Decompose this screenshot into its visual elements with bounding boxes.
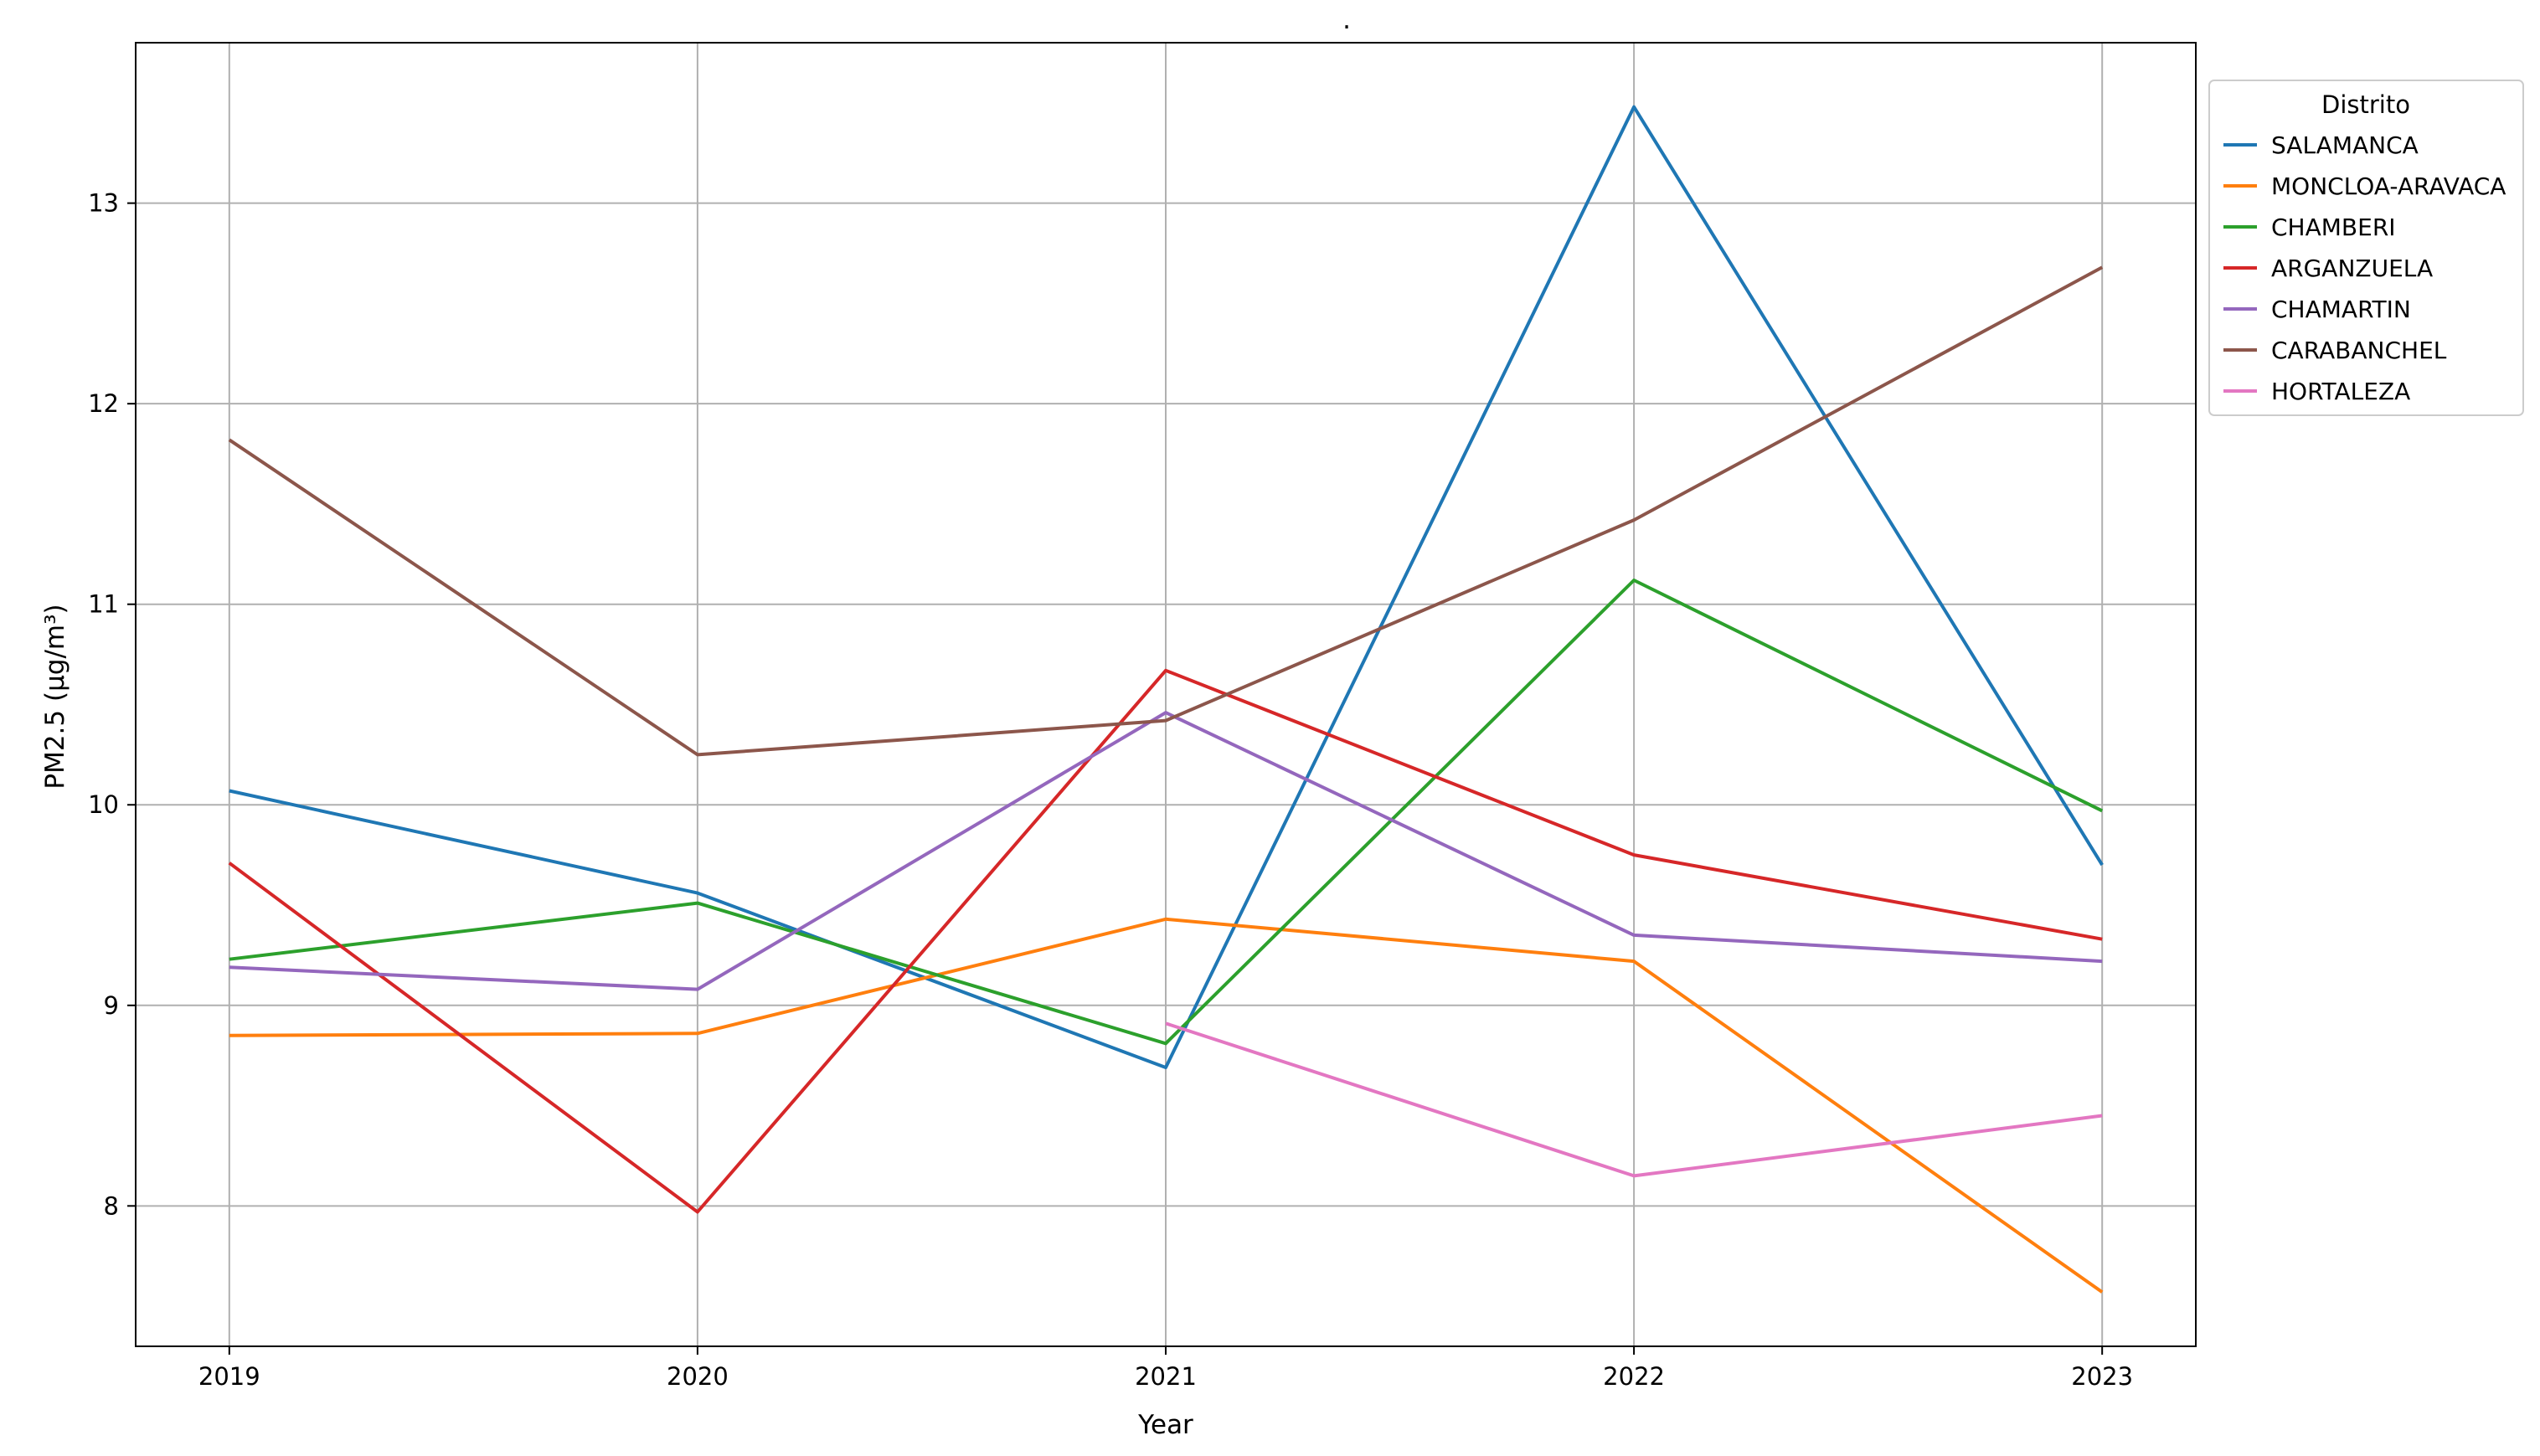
legend-label-chamberi: CHAMBERI <box>2271 214 2396 241</box>
y-axis-label: PM2.5 (µg/m³) <box>40 604 70 789</box>
series-lines <box>228 105 2104 1294</box>
series-line-hortaleza <box>1165 1021 2103 1178</box>
x-axis-label: Year <box>1137 1410 1193 1440</box>
chart-title: . <box>1342 5 1351 35</box>
legend-label-chamartin: CHAMARTIN <box>2271 296 2411 323</box>
series-line-chamberi <box>229 579 2104 1046</box>
x-tick-label: 2020 <box>667 1362 729 1391</box>
x-tick-label: 2021 <box>1135 1362 1197 1391</box>
y-tick-label: 10 <box>88 790 119 819</box>
legend-label-arganzuela: ARGANZUELA <box>2271 255 2433 282</box>
legend-label-moncloa-aravaca: MONCLOA-ARAVACA <box>2271 172 2506 200</box>
x-axis-ticks: 2019 2020 2021 2022 2023 <box>198 1346 2133 1391</box>
y-tick-label: 13 <box>88 189 119 218</box>
y-axis-ticks: 8 9 10 11 12 13 <box>88 189 136 1220</box>
legend-label-salamanca: SALAMANCA <box>2271 131 2419 159</box>
series-line-moncloa-aravaca <box>229 917 2104 1294</box>
legend-label-carabanchel: CARABANCHEL <box>2271 337 2447 364</box>
series-line-salamanca <box>229 105 2104 1069</box>
x-tick-label: 2019 <box>198 1362 260 1391</box>
series-line-carabanchel <box>228 265 2104 757</box>
legend-title: Distrito <box>2321 90 2410 119</box>
series-line-chamartin <box>229 711 2103 991</box>
y-tick-label: 8 <box>104 1191 119 1220</box>
x-tick-label: 2022 <box>1603 1362 1665 1391</box>
y-tick-label: 12 <box>88 389 119 418</box>
x-tick-label: 2023 <box>2071 1362 2133 1391</box>
grid-lines <box>136 43 2196 1346</box>
legend-label-hortaleza: HORTALEZA <box>2271 378 2410 405</box>
series-line-arganzuela <box>228 668 2103 1214</box>
legend: Distrito SALAMANCA MONCLOA-ARAVACA CHAMBER… <box>2208 80 2524 416</box>
legend-box <box>2208 80 2524 416</box>
y-tick-label: 11 <box>88 590 119 619</box>
legend-items: SALAMANCA MONCLOA-ARAVACA CHAMBERI ARGANZUE… <box>2223 131 2506 405</box>
y-tick-label: 9 <box>104 991 119 1020</box>
